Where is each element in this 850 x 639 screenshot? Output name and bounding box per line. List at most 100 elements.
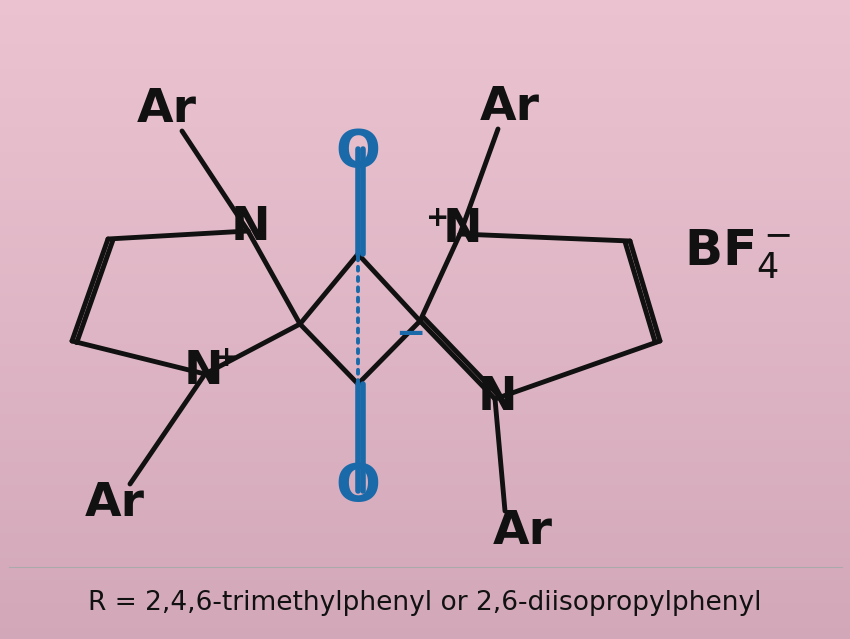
Bar	[0, 54, 850, 58]
Bar	[0, 304, 850, 307]
Bar	[0, 431, 850, 435]
Text: Ar: Ar	[480, 84, 540, 130]
Bar	[0, 438, 850, 441]
Bar	[0, 275, 850, 278]
Bar	[0, 470, 850, 473]
Bar	[0, 505, 850, 508]
Bar	[0, 514, 850, 518]
Bar	[0, 220, 850, 224]
Text: Ar: Ar	[137, 86, 197, 132]
Bar	[0, 252, 850, 256]
Text: −: −	[395, 317, 425, 351]
Bar	[0, 195, 850, 198]
Bar	[0, 230, 850, 233]
Bar	[0, 489, 850, 492]
Bar	[0, 466, 850, 470]
Bar	[0, 189, 850, 192]
Bar	[0, 32, 850, 35]
Bar	[0, 153, 850, 157]
Bar	[0, 10, 850, 13]
Bar	[0, 323, 850, 326]
Bar	[0, 185, 850, 189]
Bar	[0, 224, 850, 227]
Bar	[0, 335, 850, 339]
Bar	[0, 463, 850, 466]
Bar	[0, 268, 850, 272]
Bar	[0, 208, 850, 211]
Bar	[0, 211, 850, 214]
Bar	[0, 163, 850, 166]
Bar	[0, 371, 850, 374]
Bar	[0, 367, 850, 371]
Bar	[0, 597, 850, 601]
Bar	[0, 588, 850, 591]
Bar	[0, 35, 850, 38]
Bar	[0, 591, 850, 594]
Bar	[0, 192, 850, 195]
Bar	[0, 575, 850, 578]
Bar	[0, 96, 850, 99]
Bar	[0, 320, 850, 323]
Bar	[0, 387, 850, 390]
Bar	[0, 61, 850, 64]
Bar	[0, 623, 850, 626]
Bar	[0, 393, 850, 396]
Bar	[0, 64, 850, 67]
Text: Ar: Ar	[85, 482, 145, 527]
Bar	[0, 297, 850, 300]
Text: N: N	[230, 204, 269, 249]
Bar	[0, 128, 850, 131]
Bar	[0, 288, 850, 291]
Bar	[0, 326, 850, 329]
Bar	[0, 115, 850, 118]
Bar	[0, 380, 850, 383]
Bar	[0, 460, 850, 463]
Bar	[0, 473, 850, 476]
Bar	[0, 204, 850, 208]
Bar	[0, 546, 850, 550]
Bar	[0, 310, 850, 313]
Bar	[0, 502, 850, 505]
Bar	[0, 351, 850, 355]
Bar	[0, 141, 850, 144]
Bar	[0, 396, 850, 399]
Bar	[0, 566, 850, 569]
Bar	[0, 518, 850, 521]
Bar	[0, 530, 850, 534]
Bar	[0, 3, 850, 6]
Bar	[0, 19, 850, 22]
Bar	[0, 77, 850, 80]
Bar	[0, 256, 850, 259]
Bar	[0, 444, 850, 447]
Bar	[0, 486, 850, 489]
Bar	[0, 176, 850, 179]
Bar	[0, 26, 850, 29]
Bar	[0, 233, 850, 236]
Bar	[0, 86, 850, 89]
Bar	[0, 492, 850, 495]
Bar	[0, 307, 850, 310]
Bar	[0, 425, 850, 428]
Bar	[0, 636, 850, 639]
Bar	[0, 236, 850, 240]
Bar	[0, 498, 850, 502]
Bar	[0, 479, 850, 482]
Bar	[0, 179, 850, 182]
Bar	[0, 524, 850, 527]
Bar	[0, 435, 850, 438]
Bar	[0, 109, 850, 112]
Bar	[0, 508, 850, 511]
Bar	[0, 227, 850, 230]
Bar	[0, 534, 850, 537]
Bar	[0, 240, 850, 243]
Text: N: N	[184, 350, 223, 394]
Bar	[0, 383, 850, 387]
Bar	[0, 585, 850, 588]
Text: +: +	[427, 204, 450, 232]
Bar	[0, 45, 850, 48]
Bar	[0, 540, 850, 543]
Bar	[0, 613, 850, 617]
Bar	[0, 633, 850, 636]
Bar	[0, 144, 850, 147]
Bar	[0, 527, 850, 530]
